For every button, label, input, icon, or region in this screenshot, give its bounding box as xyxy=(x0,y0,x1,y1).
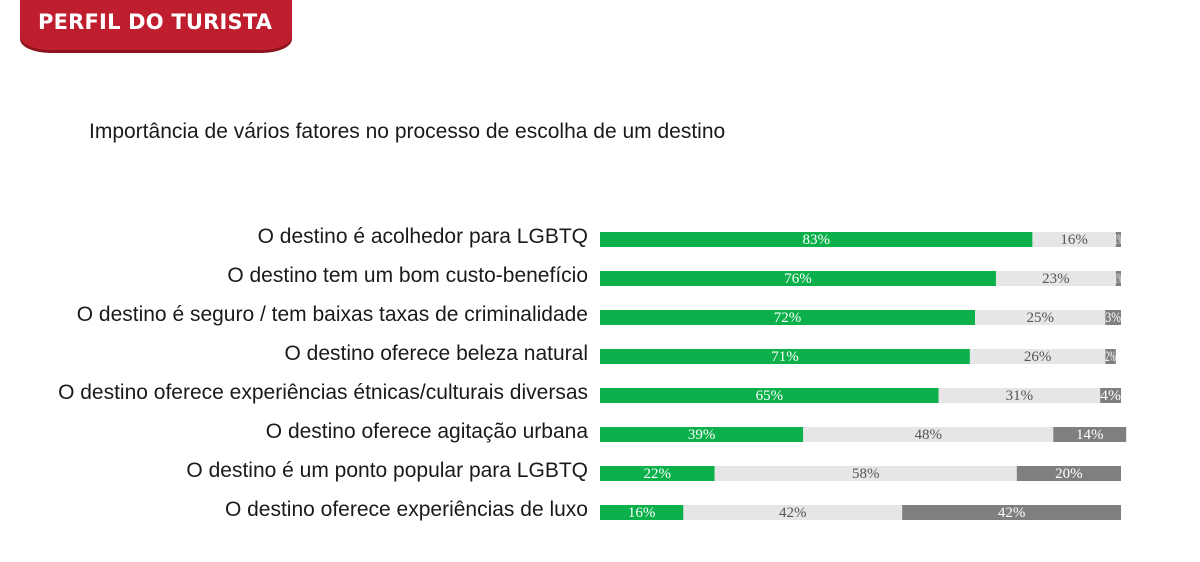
data-label: 16% xyxy=(628,505,656,521)
data-label: 42% xyxy=(998,505,1026,521)
data-label: 65% xyxy=(756,388,784,404)
data-label: 76% xyxy=(784,271,812,287)
bar-segment-series-2 xyxy=(995,271,1116,286)
bar-segment-series-3 xyxy=(1115,232,1121,247)
category-label: O destino oferece agitação urbana xyxy=(266,420,589,443)
data-label: 2% xyxy=(1105,349,1115,365)
bar-segment-series-3 xyxy=(1105,310,1121,325)
data-label: 83% xyxy=(802,232,830,248)
bar-segment-series-2 xyxy=(803,427,1054,442)
bar-segment-series-1 xyxy=(600,505,684,520)
bar-segment-series-2 xyxy=(969,349,1106,364)
category-label: O destino é seguro / tem baixas taxas de… xyxy=(77,303,588,326)
bar-segment-series-1 xyxy=(600,271,996,286)
bar-segment-series-3 xyxy=(902,505,1121,520)
data-label: 23% xyxy=(1042,271,1070,287)
section-badge-text: PERFIL DO TURISTA xyxy=(38,10,273,34)
data-label: 26% xyxy=(1024,349,1052,365)
bar-segment-series-2 xyxy=(938,388,1101,403)
category-label: O destino é um ponto popular para LGBTQ xyxy=(186,459,588,482)
data-label: 1% xyxy=(1114,271,1122,287)
data-label: 58% xyxy=(852,466,880,482)
data-label: 39% xyxy=(688,427,716,443)
category-label: O destino tem um bom custo-benefício xyxy=(227,264,588,287)
chart-title: Importância de vários fatores no process… xyxy=(89,120,726,143)
category-label: O destino oferece experiências de luxo xyxy=(225,498,588,521)
bar-segment-series-3 xyxy=(1016,466,1121,481)
bar-segment-series-1 xyxy=(600,388,939,403)
data-label: 1% xyxy=(1114,232,1122,248)
data-label: 20% xyxy=(1055,466,1083,482)
category-label: O destino oferece experiências étnicas/c… xyxy=(58,381,588,404)
data-label: 14% xyxy=(1076,427,1104,443)
data-label: 42% xyxy=(779,505,807,521)
data-label: 3% xyxy=(1105,310,1121,326)
category-label: O destino é acolhedor para LGBTQ xyxy=(258,225,588,248)
bar-segment-series-2 xyxy=(714,466,1017,481)
bar-segment-series-3 xyxy=(1100,388,1121,403)
bar-segment-series-3 xyxy=(1105,349,1116,364)
data-label: 22% xyxy=(644,466,672,482)
bar-segment-series-1 xyxy=(600,466,715,481)
bar-segment-series-1 xyxy=(600,310,976,325)
data-label: 16% xyxy=(1060,232,1088,248)
bar-segment-series-3 xyxy=(1115,271,1121,286)
bar-segment-series-1 xyxy=(600,427,804,442)
bar-segment-series-2 xyxy=(683,505,903,520)
data-label: 48% xyxy=(914,427,942,443)
bar-segment-series-2 xyxy=(975,310,1106,325)
category-label: O destino oferece beleza natural xyxy=(284,342,588,365)
bar-segment-series-3 xyxy=(1053,427,1127,442)
data-label: 72% xyxy=(774,310,802,326)
bar-segment-series-2 xyxy=(1032,232,1116,247)
data-label: 4% xyxy=(1100,388,1121,404)
data-label: 31% xyxy=(1006,388,1034,404)
data-label: 25% xyxy=(1026,310,1054,326)
bar-segment-series-1 xyxy=(600,349,970,364)
data-label: 71% xyxy=(771,349,799,365)
bar-segment-series-1 xyxy=(600,232,1033,247)
section-badge: PERFIL DO TURISTA xyxy=(20,0,292,50)
